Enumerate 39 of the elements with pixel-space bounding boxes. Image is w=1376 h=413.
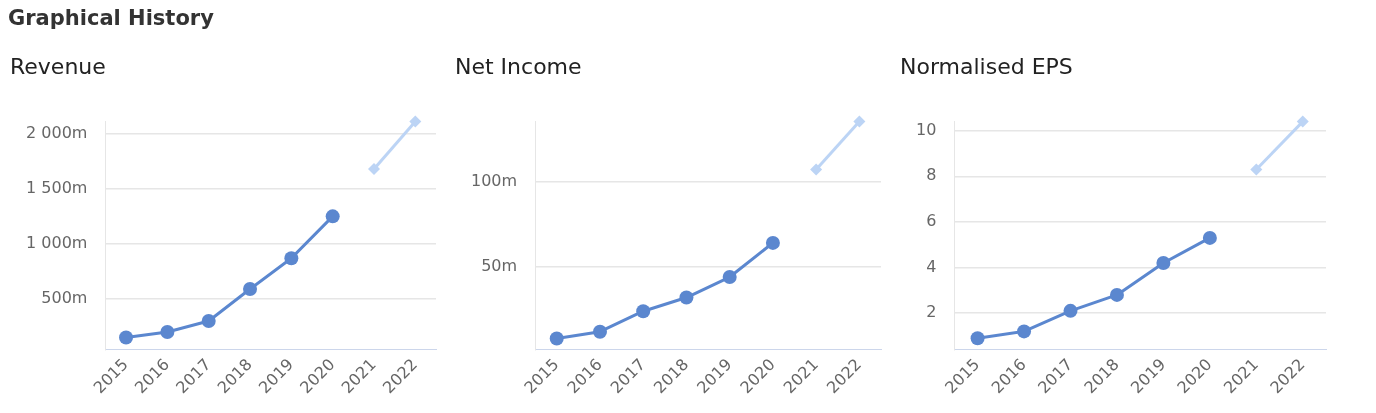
y-tick-label: 4	[926, 256, 937, 276]
y-tick-label: 8	[926, 165, 937, 185]
point	[1109, 287, 1124, 302]
point	[1156, 255, 1171, 270]
point	[1296, 115, 1309, 128]
y-tick-label: 2 000m	[26, 122, 88, 142]
y-tick-label: 2	[926, 302, 937, 322]
point	[325, 209, 340, 224]
point	[160, 325, 175, 340]
point	[810, 163, 823, 176]
point	[1202, 230, 1217, 245]
point	[368, 162, 381, 175]
point	[549, 331, 564, 346]
point	[722, 270, 737, 285]
text: Graphical History	[8, 6, 215, 32]
y-tick-label: 6	[926, 211, 937, 231]
point	[970, 331, 985, 346]
chart-title: Net Income	[454, 54, 583, 81]
point	[1063, 303, 1078, 318]
point	[1250, 163, 1263, 176]
y-tick-label: 500m	[41, 288, 88, 308]
point	[853, 115, 866, 128]
point	[119, 330, 134, 345]
y-tick-label: 10	[916, 119, 937, 139]
chart-title: Normalised EPS	[899, 54, 1074, 81]
chart-title: Revenue	[9, 54, 107, 81]
point	[592, 324, 607, 339]
y-tick-label: 50m	[481, 255, 518, 275]
point	[679, 290, 694, 305]
point	[284, 251, 299, 266]
point	[765, 235, 780, 250]
point	[636, 304, 651, 319]
y-tick-label: 1 500m	[26, 177, 88, 197]
y-tick-label: 1 000m	[26, 233, 88, 253]
point	[1017, 324, 1032, 339]
point	[409, 115, 422, 128]
point	[201, 313, 216, 328]
y-tick-label: 100m	[471, 170, 518, 190]
point	[243, 282, 258, 297]
